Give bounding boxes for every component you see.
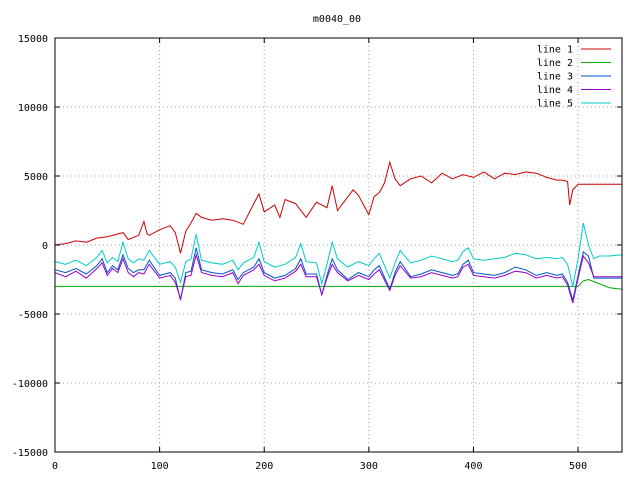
legend-label-4: line 4 bbox=[537, 85, 573, 96]
y-tick-label: -15000 bbox=[12, 448, 48, 459]
x-tick-label: 500 bbox=[569, 461, 587, 472]
x-tick-label: 400 bbox=[464, 461, 482, 472]
legend-label-3: line 3 bbox=[537, 72, 573, 83]
x-tick-label: 100 bbox=[151, 461, 169, 472]
legend-label-5: line 5 bbox=[537, 99, 573, 110]
chart-title: m0040_00 bbox=[313, 14, 361, 25]
legend-label-1: line 1 bbox=[537, 45, 573, 56]
series-line-1 bbox=[54, 160, 622, 254]
y-tick-label: 10000 bbox=[18, 103, 48, 114]
legend: line 1 line 2 line 3 line 4 line 5 bbox=[537, 45, 611, 110]
series-line-2 bbox=[55, 278, 623, 290]
series-line-5 bbox=[54, 222, 623, 287]
x-tick-label: 200 bbox=[255, 461, 273, 472]
legend-label-2: line 2 bbox=[537, 58, 573, 69]
axes: 0 100 200 300 400 500 -15000 -10000 -5000 0 5000 10… bbox=[12, 34, 622, 472]
grid bbox=[55, 38, 622, 452]
y-tick-label: -10000 bbox=[12, 379, 48, 390]
x-tick-label: 300 bbox=[360, 461, 378, 472]
y-tick-label: 0 bbox=[42, 241, 48, 252]
series-group bbox=[54, 160, 623, 304]
y-tick-label: 5000 bbox=[24, 172, 48, 183]
y-tick-label: 15000 bbox=[18, 34, 48, 45]
series-line-4 bbox=[54, 252, 622, 304]
x-tick-label: 0 bbox=[52, 461, 58, 472]
y-tick-label: -5000 bbox=[18, 310, 48, 321]
